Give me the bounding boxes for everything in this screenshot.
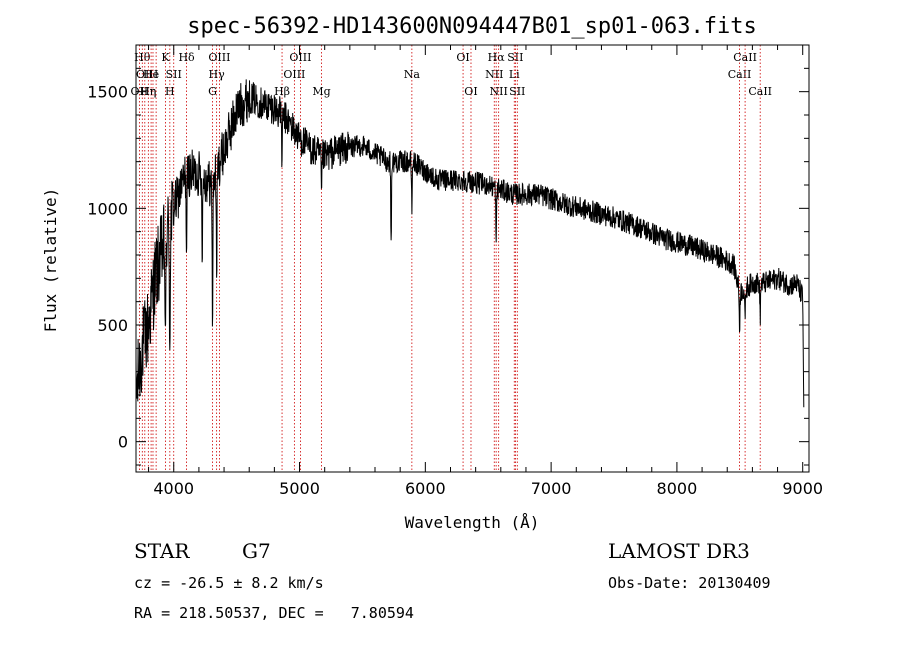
line-marker-label: OII — [136, 68, 154, 81]
plot-frame — [135, 44, 810, 473]
line-marker-label: Hδ — [178, 51, 195, 64]
line-marker-label: NII — [485, 68, 503, 81]
x-axis: 4000 5000 6000 7000 8000 9000 — [148, 45, 823, 498]
spectrum-series — [135, 79, 805, 408]
line-marker-label: η — [150, 85, 157, 98]
x-tick-label: 8000 — [657, 479, 698, 498]
y-axis: 0 500 1000 1500 — [87, 67, 809, 466]
line-marker-label: SII — [166, 68, 182, 81]
line-marker-label: SII — [509, 85, 525, 98]
x-axis-label: Wavelength (Å) — [405, 513, 540, 532]
x-tick-label: 4000 — [153, 479, 194, 498]
y-tick-label: 500 — [97, 316, 128, 335]
line-marker-label: H — [165, 85, 175, 98]
x-tick-label: 9000 — [782, 479, 823, 498]
line-marker-label: OIII — [283, 68, 305, 81]
x-tick-label: 6000 — [405, 479, 446, 498]
y-tick-label: 1000 — [87, 199, 128, 218]
line-marker-label: Mg — [312, 85, 330, 98]
y-axis-label: Flux (relative) — [41, 188, 60, 333]
x-tick-label: 7000 — [531, 479, 572, 498]
line-marker-label: He — [143, 68, 159, 81]
line-marker-label: OI — [456, 51, 469, 64]
line-marker-label: Na — [404, 68, 421, 81]
line-marker-label: OIII — [289, 51, 311, 64]
line-marker-label: Hη — [140, 85, 156, 98]
survey-name: LAMOST DR3 — [608, 539, 750, 563]
line-marker-label: SII — [507, 51, 523, 64]
line-marker-label: OIII — [208, 51, 230, 64]
line-marker-label: I — [154, 68, 158, 81]
line-marker-label: CaII — [748, 85, 772, 98]
object-class: STAR — [134, 539, 190, 563]
line-markers: OIIHθOIIHηHeηIKHSIIHδGHγOIIIHβOIIIOIIIMg… — [131, 45, 772, 472]
object-subclass: G7 — [242, 539, 271, 563]
line-marker-label: CaII — [733, 51, 757, 64]
line-marker-label: Hβ — [274, 85, 290, 98]
chart-title: spec-56392-HD143600N094447B01_sp01-063.f… — [187, 14, 757, 39]
line-marker-label: Hγ — [209, 68, 226, 81]
line-marker-label: G — [208, 85, 217, 98]
observation-date: Obs-Date: 20130409 — [608, 574, 771, 592]
spectrum-line — [135, 79, 805, 408]
line-marker-label: Li — [509, 68, 520, 81]
redshift-cz: cz = -26.5 ± 8.2 km/s — [134, 574, 324, 592]
x-tick-label: 5000 — [279, 479, 320, 498]
line-marker-label: OI — [464, 85, 477, 98]
coordinates: RA = 218.50537, DEC = 7.80594 — [134, 604, 414, 622]
line-marker-label: Hθ — [134, 51, 151, 64]
line-marker-label: K — [161, 51, 170, 64]
line-marker-label: CaII — [728, 68, 752, 81]
y-tick-label: 0 — [118, 433, 128, 452]
y-tick-label: 1500 — [87, 83, 128, 102]
line-marker-label: Hα — [488, 51, 506, 64]
line-marker-label: NII — [490, 85, 508, 98]
